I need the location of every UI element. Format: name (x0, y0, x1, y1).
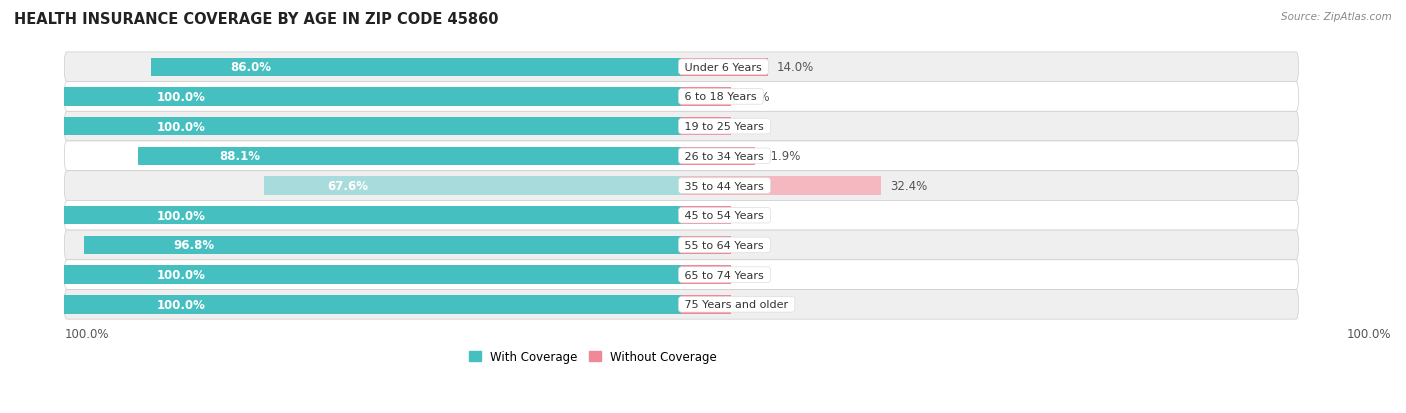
Text: 19 to 25 Years: 19 to 25 Years (682, 122, 768, 132)
Legend: With Coverage, Without Coverage: With Coverage, Without Coverage (464, 346, 721, 368)
Bar (65, 206, 682, 225)
Text: 3.2%: 3.2% (740, 239, 769, 252)
Bar (264, 177, 682, 195)
FancyBboxPatch shape (65, 260, 1299, 290)
Text: 65 to 74 Years: 65 to 74 Years (682, 270, 768, 280)
Text: 0.0%: 0.0% (740, 91, 769, 104)
Text: 100.0%: 100.0% (157, 298, 205, 311)
Bar (84, 236, 682, 254)
Bar (682, 236, 731, 254)
Text: 26 to 34 Years: 26 to 34 Years (682, 152, 768, 161)
Bar (65, 295, 682, 314)
Text: 11.9%: 11.9% (763, 150, 801, 163)
Bar (682, 177, 882, 195)
FancyBboxPatch shape (65, 290, 1299, 319)
Text: 67.6%: 67.6% (326, 180, 368, 192)
Text: 100.0%: 100.0% (157, 91, 205, 104)
Bar (65, 88, 682, 107)
FancyBboxPatch shape (65, 171, 1299, 201)
Text: 100.0%: 100.0% (157, 268, 205, 281)
FancyBboxPatch shape (65, 230, 1299, 260)
FancyBboxPatch shape (65, 142, 1299, 171)
Text: 32.4%: 32.4% (890, 180, 928, 192)
Bar (682, 147, 755, 166)
Bar (682, 295, 731, 314)
Bar (65, 118, 682, 136)
Text: 75 Years and older: 75 Years and older (682, 299, 792, 310)
Text: Under 6 Years: Under 6 Years (682, 63, 766, 73)
FancyBboxPatch shape (65, 201, 1299, 230)
Bar (682, 266, 731, 284)
Bar (682, 118, 731, 136)
Text: 0.0%: 0.0% (740, 268, 769, 281)
Text: 100.0%: 100.0% (1347, 327, 1391, 340)
FancyBboxPatch shape (65, 112, 1299, 142)
Bar (65, 266, 682, 284)
Bar (150, 58, 682, 77)
Text: 0.0%: 0.0% (740, 298, 769, 311)
Text: Source: ZipAtlas.com: Source: ZipAtlas.com (1281, 12, 1392, 22)
Text: HEALTH INSURANCE COVERAGE BY AGE IN ZIP CODE 45860: HEALTH INSURANCE COVERAGE BY AGE IN ZIP … (14, 12, 499, 27)
Bar (682, 58, 768, 77)
FancyBboxPatch shape (65, 53, 1299, 82)
Bar (682, 88, 731, 107)
Text: 6 to 18 Years: 6 to 18 Years (682, 92, 761, 102)
Bar (138, 147, 682, 166)
Text: 45 to 54 Years: 45 to 54 Years (682, 211, 768, 221)
Text: 14.0%: 14.0% (778, 61, 814, 74)
Text: 55 to 64 Years: 55 to 64 Years (682, 240, 768, 250)
Text: 0.0%: 0.0% (740, 209, 769, 222)
Text: 100.0%: 100.0% (157, 209, 205, 222)
Text: 96.8%: 96.8% (174, 239, 215, 252)
Text: 35 to 44 Years: 35 to 44 Years (682, 181, 768, 191)
Text: 86.0%: 86.0% (231, 61, 271, 74)
Text: 0.0%: 0.0% (740, 120, 769, 133)
Bar (682, 206, 731, 225)
Text: 100.0%: 100.0% (157, 120, 205, 133)
FancyBboxPatch shape (65, 82, 1299, 112)
Text: 88.1%: 88.1% (219, 150, 260, 163)
Text: 100.0%: 100.0% (65, 327, 108, 340)
